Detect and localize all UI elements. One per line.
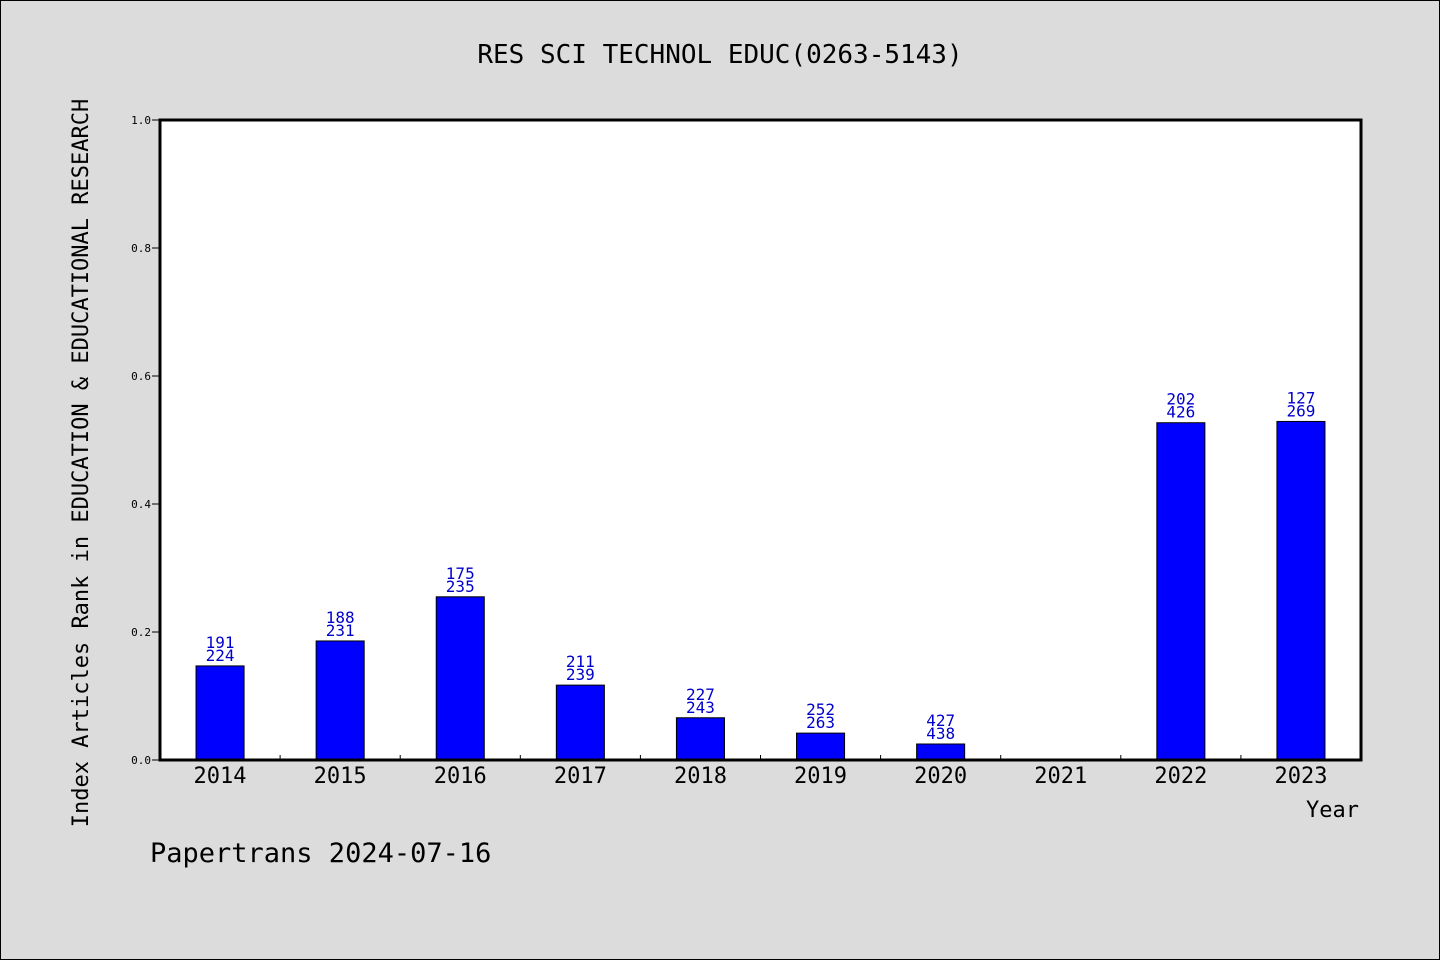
- data-label-bottom-2014: 224: [206, 646, 235, 665]
- data-label-bottom-2020: 438: [926, 724, 955, 743]
- data-label-top-2020: 427: [926, 711, 955, 730]
- plot-border: [158, 118, 1363, 762]
- x-tick-label-2023: 2023: [1274, 764, 1327, 789]
- data-label-top-2015: 188: [326, 608, 355, 627]
- y-tick-label-4: 0.8: [131, 242, 151, 255]
- x-tick-label-2016: 2016: [434, 764, 487, 789]
- chart-title: RES SCI TECHNOL EDUC(0263-5143): [477, 40, 962, 70]
- x-axis: 2014 2015 2016 2017 2018 2019 2020 2021 2022 2023: [194, 755, 1327, 789]
- x-tick-label-2021: 2021: [1034, 764, 1087, 789]
- data-label-top-2016: 175: [446, 564, 475, 583]
- data-label-bottom-2018: 243: [686, 698, 715, 717]
- bar-2016: [435, 596, 485, 761]
- data-label-bottom-2019: 263: [806, 713, 835, 732]
- data-label-bottom-2017: 239: [566, 665, 595, 684]
- data-label-top-2018: 227: [686, 685, 715, 704]
- bar-2018: [675, 717, 725, 761]
- y-tick-label-1: 0.2: [131, 626, 151, 639]
- x-tick-label-2018: 2018: [674, 764, 727, 789]
- data-label-bottom-2016: 235: [446, 577, 475, 596]
- data-label-top-2022: 202: [1166, 390, 1195, 409]
- bars-group: [195, 420, 1326, 761]
- data-label-bottom-2015: 231: [326, 621, 355, 640]
- x-tick-label-2022: 2022: [1154, 764, 1207, 789]
- data-label-top-2023: 127: [1286, 388, 1315, 407]
- y-axis-label: Index Articles Rank in EDUCATION & EDUCA…: [69, 99, 94, 827]
- data-label-bottom-2023: 269: [1286, 401, 1315, 420]
- bar-2017: [555, 684, 605, 761]
- data-label-top-2019: 252: [806, 700, 835, 719]
- x-tick-label-2014: 2014: [194, 764, 247, 789]
- x-tick-label-2020: 2020: [914, 764, 967, 789]
- x-tick-label-2017: 2017: [554, 764, 607, 789]
- y-tick-label-2: 0.4: [131, 498, 151, 511]
- bar-2023: [1276, 420, 1326, 761]
- data-label-top-2014: 191: [206, 633, 235, 652]
- y-axis: 0.0 0.2 0.4 0.6 0.8 1.0: [131, 114, 160, 767]
- bar-2022: [1156, 422, 1206, 761]
- x-axis-label: Year: [1306, 798, 1359, 823]
- y-tick-label-0: 0.0: [131, 754, 151, 767]
- y-tick-label-3: 0.6: [131, 370, 151, 383]
- bar-2020: [916, 743, 966, 761]
- bar-2019: [796, 732, 846, 761]
- x-tick-label-2019: 2019: [794, 764, 847, 789]
- bar-2014: [195, 665, 245, 761]
- y-tick-label-5: 1.0: [131, 114, 151, 127]
- x-tick-label-2015: 2015: [314, 764, 367, 789]
- footer-source: Papertrans 2024-07-16: [150, 838, 491, 869]
- data-label-bottom-2022: 426: [1166, 403, 1195, 422]
- data-label-top-2017: 211: [566, 652, 595, 671]
- bar-2015: [315, 640, 365, 761]
